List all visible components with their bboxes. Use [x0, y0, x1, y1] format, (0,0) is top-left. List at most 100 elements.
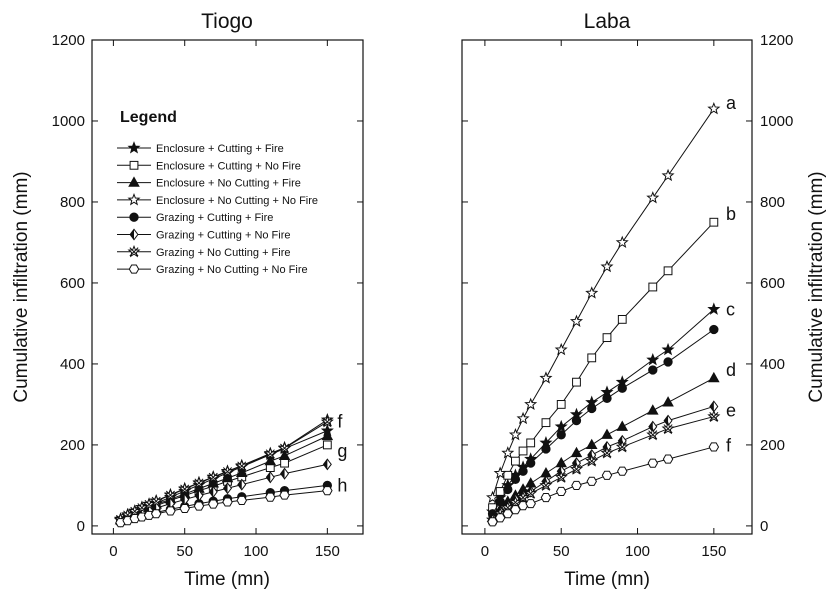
data-point: [708, 371, 720, 383]
data-point: [663, 266, 673, 276]
data-point: [541, 418, 551, 428]
legend-label: Enclosure + No Cutting + Fire: [156, 178, 301, 190]
legend-entry: Enclosure + Cutting + Fire: [117, 141, 284, 155]
data-point: [193, 501, 205, 511]
data-point: [516, 411, 530, 425]
series-letter-label: d: [726, 360, 736, 380]
data-point: [540, 493, 552, 503]
data-point: [165, 506, 176, 516]
legend-entry: Enclosure + No Cutting + No Fire: [117, 193, 318, 207]
panel-tiogo: Tiogo Time (mn) Cumulative infiltration …: [11, 10, 364, 590]
x-tick-label: 100: [625, 543, 650, 560]
data-point: [236, 495, 248, 505]
data-point: [663, 357, 673, 367]
series-group-tiogo: [114, 412, 334, 528]
legend-entries: Enclosure + Cutting + Fire Enclosure + Cu…: [117, 141, 318, 276]
chart-title-laba: Laba: [584, 10, 631, 33]
y-tick-label: 1200: [760, 32, 793, 49]
data-point: [235, 466, 248, 477]
y-tick-label: 400: [760, 356, 785, 373]
data-point: [569, 462, 583, 475]
series-line: [492, 108, 715, 498]
legend-title: Legend: [120, 109, 177, 126]
axis-ticks-tiogo: 0 50 100 150 0 200 400 600 800 1000 1200: [52, 32, 363, 560]
data-point: [585, 454, 599, 467]
y-tick-label: 1200: [52, 32, 85, 49]
data-point: [647, 458, 659, 468]
data-point: [206, 470, 220, 483]
y-tick-label: 800: [760, 194, 785, 211]
series-letter-label: g: [337, 441, 347, 461]
y-tick-label: 1000: [760, 113, 793, 130]
data-point: [150, 509, 162, 519]
data-point: [322, 486, 333, 496]
axis-ticks-laba: 0 50 100 150 0 200 400 600 800 1000 1200: [462, 32, 793, 560]
x-tick-label: 50: [176, 543, 193, 560]
data-point: [556, 400, 566, 409]
legend-marker: [127, 244, 141, 258]
data-point: [495, 496, 505, 507]
data-point: [220, 464, 235, 478]
data-point: [517, 501, 529, 511]
data-point: [585, 438, 598, 450]
data-point: [526, 438, 536, 448]
data-point: [518, 446, 528, 456]
x-tick-label: 150: [315, 543, 340, 560]
data-point: [707, 302, 721, 315]
data-point: [600, 446, 614, 459]
data-point: [601, 428, 613, 439]
data-point: [554, 342, 568, 356]
data-point: [516, 490, 530, 504]
data-point: [280, 467, 290, 480]
data-point: [615, 440, 629, 453]
data-point: [617, 314, 627, 324]
y-tick-label: 800: [60, 194, 85, 211]
data-point: [617, 466, 628, 476]
data-point: [662, 396, 674, 407]
data-point: [539, 371, 553, 384]
plot-frame-laba: [461, 39, 753, 535]
legend-label: Grazing + No Cutting + No Fire: [156, 264, 308, 276]
legend-marker: [129, 160, 139, 170]
y-tick-label: 0: [760, 518, 768, 535]
x-axis-label-tiogo: Time (mn): [184, 569, 270, 590]
data-point: [662, 454, 674, 464]
y-axis-label-laba: Cumulative infiltration (mm): [806, 171, 827, 402]
data-point: [493, 466, 507, 479]
series-letter-label: f: [726, 436, 732, 456]
series-letter-label: e: [726, 401, 736, 421]
data-point: [569, 314, 583, 327]
data-point: [648, 365, 658, 375]
legend-entry: Enclosure + No Cutting + Fire: [117, 176, 301, 190]
data-point: [278, 449, 291, 460]
data-point: [128, 504, 142, 517]
data-point: [554, 470, 568, 483]
data-point: [600, 259, 614, 273]
legend-label: Grazing + No Cutting + Fire: [156, 247, 291, 259]
data-point: [222, 497, 233, 507]
data-point: [494, 513, 506, 523]
y-tick-label: 0: [77, 518, 85, 535]
data-point: [135, 500, 149, 514]
data-point: [501, 446, 515, 459]
data-point: [265, 471, 275, 484]
data-point: [508, 427, 522, 441]
data-point: [235, 459, 249, 472]
x-tick-label: 150: [701, 543, 726, 560]
series-letter-label: b: [726, 204, 736, 224]
data-point: [616, 420, 629, 431]
data-point: [663, 414, 673, 427]
data-point: [524, 486, 538, 500]
legend-marker: [127, 141, 141, 154]
data-point: [486, 490, 500, 504]
legend-marker: [128, 264, 140, 274]
data-point: [646, 353, 660, 366]
data-point: [518, 466, 528, 476]
y-tick-label: 1000: [52, 113, 85, 130]
data-point: [208, 485, 218, 498]
data-point: [180, 493, 190, 506]
data-point: [615, 235, 629, 249]
legend-marker: [127, 193, 141, 206]
annotations-laba: a b c d ef: [726, 93, 737, 456]
data-point: [237, 478, 247, 491]
